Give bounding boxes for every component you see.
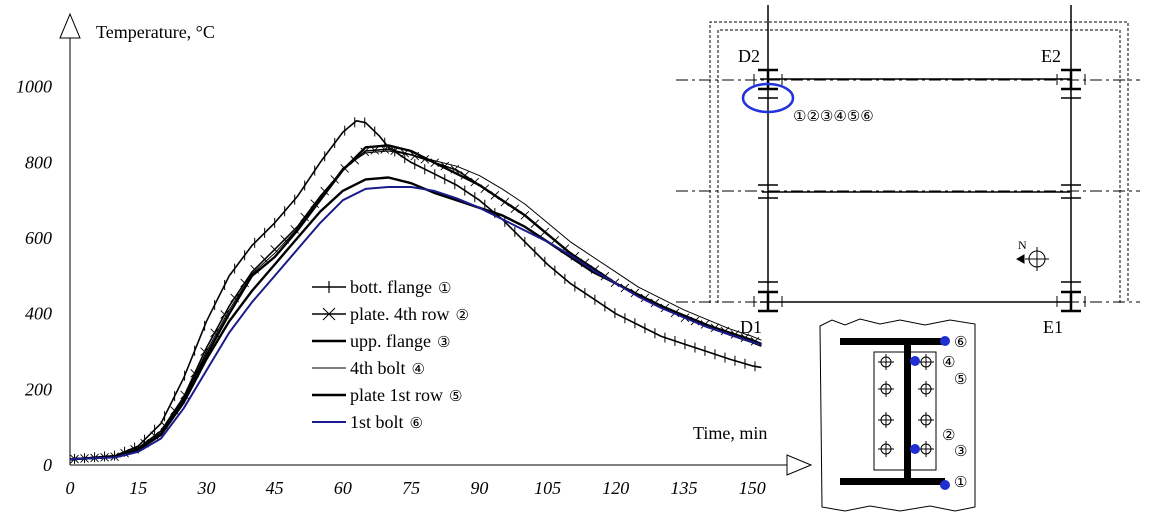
column-d1 <box>753 290 783 313</box>
x-tick-label-10: 150 <box>739 478 766 498</box>
x-tick-label-9: 135 <box>671 478 698 498</box>
column-label-d2: D2 <box>738 46 760 66</box>
floor-plan: D2 E2 D1 E1 ①②③④⑤⑥ N <box>676 5 1140 337</box>
thermocouple-dot-2 <box>910 444 920 454</box>
north-arrow-icon <box>1015 247 1049 271</box>
x-tick-labels: 0 15 30 45 60 75 90 105 120 135 150 <box>66 478 766 498</box>
series-line-1 <box>69 120 762 461</box>
detail-marker-5: ⑤ <box>954 370 967 388</box>
thermocouple-dot-6 <box>940 336 950 346</box>
series-lines <box>69 117 762 464</box>
legend-circled-number-6: ⑥ <box>410 414 423 432</box>
x-axis-arrow <box>786 454 813 476</box>
detail-marker-4: ④ <box>942 353 955 371</box>
column-label-d1: D1 <box>740 317 762 337</box>
legend-label-5: plate 1st row <box>350 385 443 405</box>
web <box>904 345 911 478</box>
y-tick-labels: 0 200 400 600 800 1000 <box>16 77 52 475</box>
series-line-5 <box>69 176 762 461</box>
thermocouple-list: ①②③④⑤⑥ <box>793 107 874 125</box>
y-tick-label-3: 600 <box>25 228 52 248</box>
x-tick-label-2: 30 <box>196 478 215 498</box>
series-marker-2 <box>360 147 370 157</box>
thermocouple-dot-4 <box>910 356 920 366</box>
thermocouple-dot-1 <box>940 480 950 490</box>
x-tick-label-7: 105 <box>534 478 561 498</box>
y-tick-label-4: 800 <box>25 152 52 172</box>
wall-dashed-inner <box>717 29 1121 303</box>
wall-dashed-outer <box>709 21 1129 303</box>
legend-circled-number-4: ④ <box>412 360 425 378</box>
series-marker-2 <box>310 199 320 209</box>
legend-circled-number-2: ② <box>455 306 468 324</box>
series-line-4 <box>69 150 762 460</box>
x-axis-label: Time, min <box>693 423 767 443</box>
column-e2 <box>1056 68 1086 91</box>
column-label-e1: E1 <box>1043 317 1063 337</box>
x-tick-label-5: 75 <box>402 478 420 498</box>
column-d2 <box>753 68 783 91</box>
beam-end-ticks <box>758 97 1081 283</box>
legend-label-6: 1st bolt <box>350 412 404 432</box>
legend-circled-number-3: ③ <box>437 333 450 351</box>
detail-marker-2: ② <box>942 426 955 444</box>
legend-circled-number-1: ① <box>438 279 451 297</box>
legend-marker-2 <box>322 307 336 321</box>
legend-circled-number-5: ⑤ <box>449 387 462 405</box>
column-label-e2: E2 <box>1041 46 1061 66</box>
temperature-chart: Temperature, °C Time, min 02004006008001… <box>16 12 813 498</box>
detail-marker-1: ① <box>954 473 967 491</box>
legend-label-3: upp. flange <box>350 331 431 351</box>
top-flange <box>840 338 945 345</box>
x-tick-label-6: 90 <box>470 478 488 498</box>
legend-label-2: plate. 4th row <box>350 304 449 324</box>
north-label: N <box>1018 238 1027 252</box>
bolt-group <box>878 354 934 457</box>
measured-connection-highlight <box>741 82 795 114</box>
connection-detail: ⑥ ④ ⑤ ② ③ ① <box>819 318 976 512</box>
series-marker-2 <box>270 245 279 254</box>
detail-marker-6: ⑥ <box>954 333 967 351</box>
x-tick-label-3: 45 <box>266 478 284 498</box>
legend-label-4: 4th bolt <box>350 358 406 378</box>
series-marker-2 <box>300 212 310 222</box>
detail-marker-3: ③ <box>954 442 967 460</box>
y-tick-label-2: 400 <box>25 304 52 324</box>
y-axis-arrow <box>59 12 81 39</box>
x-tick-label-8: 120 <box>602 478 629 498</box>
y-tick-label-0: 0 <box>43 455 52 475</box>
bottom-flange <box>840 478 945 485</box>
legend: bott. flange ① plate. 4th row ② upp. flange ③… <box>312 277 469 432</box>
series-line-6 <box>69 186 762 461</box>
y-axis-label: Temperature, °C <box>96 22 215 42</box>
x-tick-label-1: 15 <box>129 478 147 498</box>
column-e1 <box>1056 290 1086 313</box>
y-tick-label-5: 1000 <box>16 77 52 97</box>
x-tick-label-4: 60 <box>334 478 352 498</box>
x-tick-label-0: 0 <box>66 478 75 498</box>
legend-label-1: bott. flange <box>350 277 432 297</box>
y-tick-label-1: 200 <box>25 379 52 399</box>
end-plate <box>873 351 937 471</box>
